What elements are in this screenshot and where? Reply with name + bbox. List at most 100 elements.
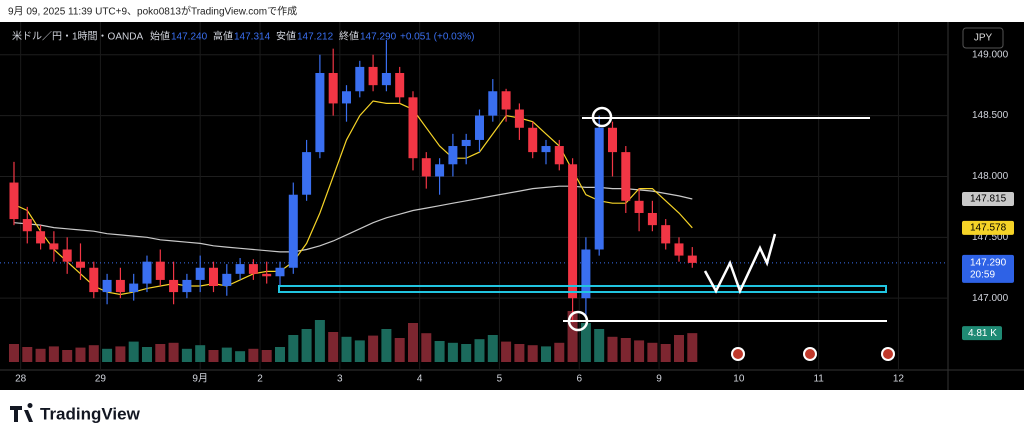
change: +0.051 (+0.03%) [400,32,475,43]
volume-bar [421,333,432,362]
last-price-badge: 147.290 [970,258,1007,269]
volume-bar [102,348,113,362]
volume-bar [634,340,645,362]
logo: TradingView [10,403,141,423]
x-tick-label: 10 [733,374,745,385]
currency-label: JPY [974,33,993,44]
volume-bar [48,346,59,362]
candle-body [208,267,218,287]
symbol-title: 米ドル／円・1時間・OANDA [12,30,143,43]
candle-body [474,115,484,140]
candle-body [248,264,258,274]
candle-body [129,283,139,293]
volume-bar [407,323,418,362]
candle-body [421,158,431,177]
volume-bar [673,335,684,362]
ma-badge-bg [962,191,1014,206]
x-tick-label: 9 [656,374,662,385]
candle-body [62,249,72,262]
countdown: 20:59 [970,270,995,281]
x-tick-label: 2 [257,374,263,385]
volume-bar [301,329,312,362]
legend-value: 147.290 [360,32,397,43]
candle-body [581,249,591,299]
volume-bar [594,329,605,362]
volume-bar [115,346,126,362]
candle-body [661,225,671,244]
volume-bar [248,348,259,362]
credit: 9月 09, 2025 11:39 UTC+9、poko0813がTrading… [8,5,297,18]
y-tick-label: 149.000 [972,49,1009,60]
y-tick-label: 148.000 [972,171,1009,182]
ma-badge: 147.815 [970,194,1007,205]
candle-body [262,273,272,277]
candle-body [621,152,631,201]
currency-button[interactable] [962,27,1004,49]
volume-bar [195,345,206,362]
candle-body [302,152,312,195]
logo-icon [10,403,33,422]
candle-body [315,72,325,153]
candle-body [235,264,245,274]
candle-body [594,127,604,250]
flag-icon [733,349,743,359]
volume-bar [554,342,565,362]
volume-bar [447,342,458,362]
candle-body [528,127,538,153]
candle-body [182,279,192,293]
volume-badge: 4.81 K [968,328,997,339]
volume-bar [128,341,139,362]
candle-body [541,146,551,153]
volume-bar [434,341,445,362]
volume-bar [620,338,631,362]
last-price-badge-bg [962,254,1014,283]
volume-bar [487,335,498,362]
x-tick-label: 28 [15,374,27,385]
volume-bar [368,335,379,362]
marker-circle [591,106,613,128]
flag-icon [805,349,815,359]
volume-bar [181,348,192,362]
volume-bar [328,332,339,362]
volume-bar [261,350,272,362]
event-flags [731,347,895,361]
candle-body [461,139,471,147]
volume-bar [540,346,551,362]
volume-bar [75,347,86,362]
volume-bar [155,344,166,362]
candle-body [9,182,19,220]
candle-body [341,91,351,104]
candle-body [687,255,697,263]
ma-badge-bg [962,220,1014,235]
legend-label: 終値 [339,30,359,43]
volume-bar [660,344,671,362]
volume-bar [461,344,472,362]
candle-body [288,194,298,268]
candle-body [647,212,657,226]
volume-bar [607,336,618,362]
candle-body [674,243,684,256]
volume-bar [22,347,33,362]
legend-label: 始値 [150,30,170,43]
candle-body [368,66,378,86]
legend-value: 147.212 [297,32,334,43]
volume-bar [647,342,658,362]
candle-body [169,279,179,293]
forecast-path [703,233,777,295]
x-tick-label: 12 [893,374,905,385]
candle-body [115,279,125,293]
candle-body [408,97,418,159]
moving-average [13,100,693,296]
candle-body [381,72,391,86]
candle-body [395,72,405,98]
volume-bar [141,347,152,362]
y-tick-label: 147.500 [972,232,1009,243]
volume-bar [168,342,179,362]
legend-value: 147.240 [171,32,208,43]
moving-average [13,185,693,253]
candle-body [89,267,99,293]
candle-body [155,261,165,280]
candle-body [448,146,458,165]
volume-bar [235,351,246,362]
